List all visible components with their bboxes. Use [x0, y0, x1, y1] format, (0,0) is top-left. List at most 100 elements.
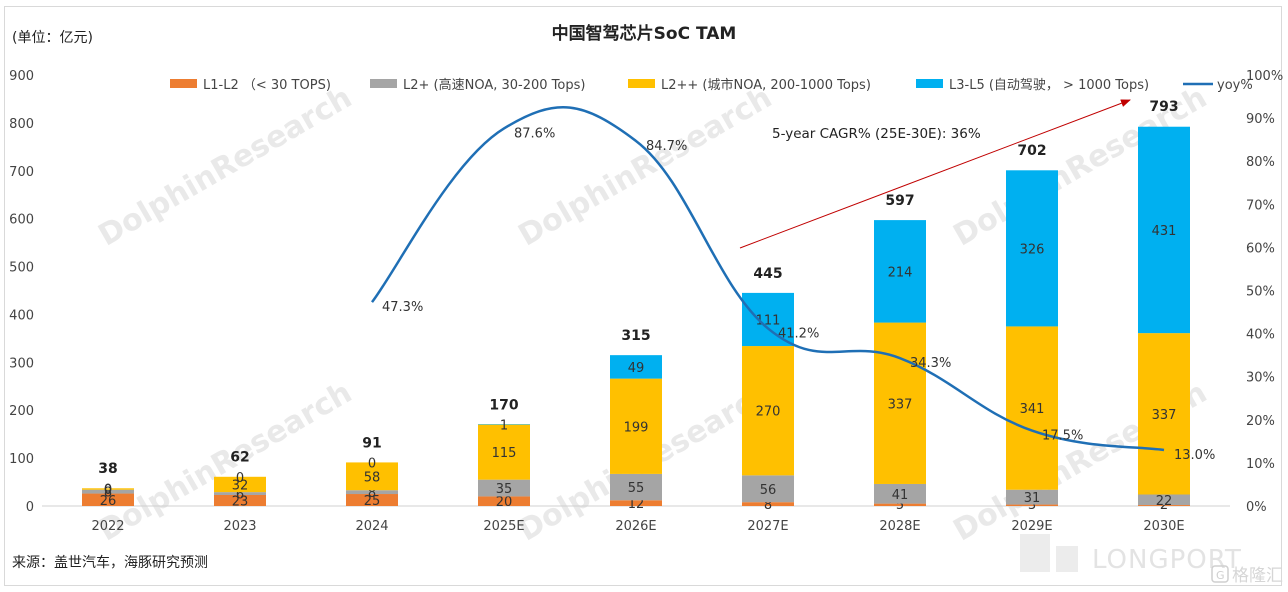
x-tick-label: 2024: [355, 519, 388, 534]
bar-segment-label: 23: [232, 494, 249, 509]
bar-segment: [874, 483, 926, 504]
bar-segment: [1006, 170, 1058, 327]
x-axis: 2022 2023 2024 2025E 2026E 2027E 2028E 2029E 203…: [91, 519, 1184, 534]
yoy-point-label: 34.3%: [910, 356, 951, 371]
bar-total-label: 793: [1149, 99, 1178, 115]
x-tick-label: 2022: [91, 519, 124, 534]
bar-segment-label: 32: [232, 478, 249, 493]
y-left-tick-label: 400: [9, 308, 34, 323]
bar-segment: [874, 220, 926, 323]
svg-text:G: G: [1216, 569, 1225, 582]
longport-logo: LONGPORT: [1020, 534, 1242, 575]
bar-segment-label: 31: [1024, 491, 1041, 506]
y-left-tick-label: 900: [9, 69, 34, 84]
bar-segment: [874, 503, 926, 506]
y-right-tick-label: 30%: [1246, 371, 1275, 386]
y-left-tick-label: 100: [9, 452, 34, 467]
bar-segment-label: 20: [496, 495, 513, 510]
bar-total-label: 38: [98, 461, 117, 477]
yoy-point-label: 87.6%: [514, 126, 555, 141]
y-right-tick-label: 80%: [1246, 155, 1275, 170]
bar-segment: [1138, 333, 1190, 495]
bar-segment: [1138, 494, 1190, 506]
bar-segment-label: 8: [368, 486, 376, 501]
bar-segment-label: 0: [236, 471, 244, 486]
watermark-text: DolphinResearch: [93, 80, 358, 253]
bar-segment: [214, 476, 266, 493]
cagr-arrow: [739, 99, 1131, 249]
bar-segment-label: 12: [628, 497, 645, 512]
bar-segment: [874, 322, 926, 484]
legend-label: L1-L2 （< 30 TOPS): [203, 78, 331, 93]
bar-total-label: 170: [489, 398, 518, 414]
bar-segment: [478, 496, 530, 506]
legend-swatch: [370, 79, 397, 88]
legend: L1-L2 （< 30 TOPS) L2+ (高速NOA, 30-200 Tops…: [170, 77, 1253, 93]
x-tick-label: 2029E: [1011, 519, 1052, 534]
bar-total-label: 445: [753, 266, 782, 282]
bar-segment-label: 35: [496, 482, 513, 497]
bar-segment-label: 431: [1152, 224, 1177, 239]
bar-segment-label: 5: [896, 498, 904, 513]
longport-logo-text: LONGPORT: [1092, 545, 1242, 575]
unit-label: (单位：亿元): [12, 30, 93, 46]
bar-segment: [610, 378, 662, 474]
bar-segment-label: 56: [760, 483, 777, 498]
legend-label: L2+ (高速NOA, 30-200 Tops): [403, 77, 585, 93]
bar-segment: [1006, 326, 1058, 490]
bar-segment-label: 41: [892, 488, 909, 503]
bar-segment-label: 2: [1160, 498, 1168, 513]
yoy-point-label: 84.7%: [646, 139, 687, 154]
x-tick-label: 2023: [223, 519, 256, 534]
bar-segment: [478, 424, 530, 480]
bar-total-label: 62: [230, 449, 249, 465]
y-left-tick-label: 200: [9, 404, 34, 419]
y-right-tick-label: 10%: [1246, 457, 1275, 472]
x-tick-label: 2026E: [615, 519, 656, 534]
bar-segment-label: 3: [1028, 498, 1036, 513]
bar-segment-label: 22: [1156, 494, 1173, 509]
y-right-tick-label: 50%: [1246, 285, 1275, 300]
legend-label: L2++ (城市NOA, 200-1000 Tops): [661, 77, 871, 93]
bar-segment: [742, 346, 794, 476]
bar-segment-label: 49: [628, 361, 645, 376]
bar-segment-label: 58: [364, 470, 381, 485]
y-left-tick-label: 0: [26, 500, 34, 515]
x-tick-label: 2025E: [483, 519, 524, 534]
bar-segment-label: 8: [764, 498, 772, 513]
bar-segment: [1138, 505, 1190, 506]
bar-segment: [610, 355, 662, 379]
y-right-tick-label: 60%: [1246, 241, 1275, 256]
bar-segment-label: 326: [1020, 242, 1045, 257]
bar-layer: 2680038236320622585809120351151170125519…: [82, 99, 1190, 513]
bar-segment: [742, 475, 794, 503]
bar-segment: [478, 479, 530, 497]
bar-segment: [214, 492, 266, 495]
x-tick-label: 2030E: [1143, 519, 1184, 534]
bar-segment: [1006, 489, 1058, 505]
bar-segment: [214, 494, 266, 506]
bar-segment-label: 8: [104, 486, 112, 501]
bar-segment: [742, 502, 794, 506]
yoy-point-label: 17.5%: [1042, 429, 1083, 444]
bar-segment-label: 111: [756, 313, 781, 328]
bar-segment-label: 0: [104, 483, 112, 498]
yoy-point-label: 13.0%: [1174, 448, 1215, 463]
bar-segment: [1006, 504, 1058, 506]
bar-segment: [610, 473, 662, 501]
bar-segment-label: 6: [236, 488, 244, 503]
legend-label: L3-L5 (自动驾驶， > 1000 Tops): [949, 78, 1149, 93]
legend-swatch: [916, 79, 943, 88]
bar-segment: [346, 494, 398, 506]
y-right-tick-label: 40%: [1246, 328, 1275, 343]
watermark-text: DolphinResearch: [513, 80, 778, 253]
yoy-point-label: 41.2%: [778, 326, 819, 341]
y-axis-right: 0% 10% 20% 30% 40% 50% 60% 70% 80% 90% 100%: [1246, 69, 1283, 515]
yoy-line-layer: 47.3% 87.6% 84.7% 41.2% 34.3% 17.5% 13.0%: [371, 106, 1215, 463]
yoy-point-label: 47.3%: [382, 300, 423, 315]
bar-segment: [82, 489, 134, 494]
bar-segment-label: 55: [628, 481, 645, 496]
bar-segment-label: 26: [100, 494, 117, 509]
bar-total-label: 91: [362, 435, 381, 451]
